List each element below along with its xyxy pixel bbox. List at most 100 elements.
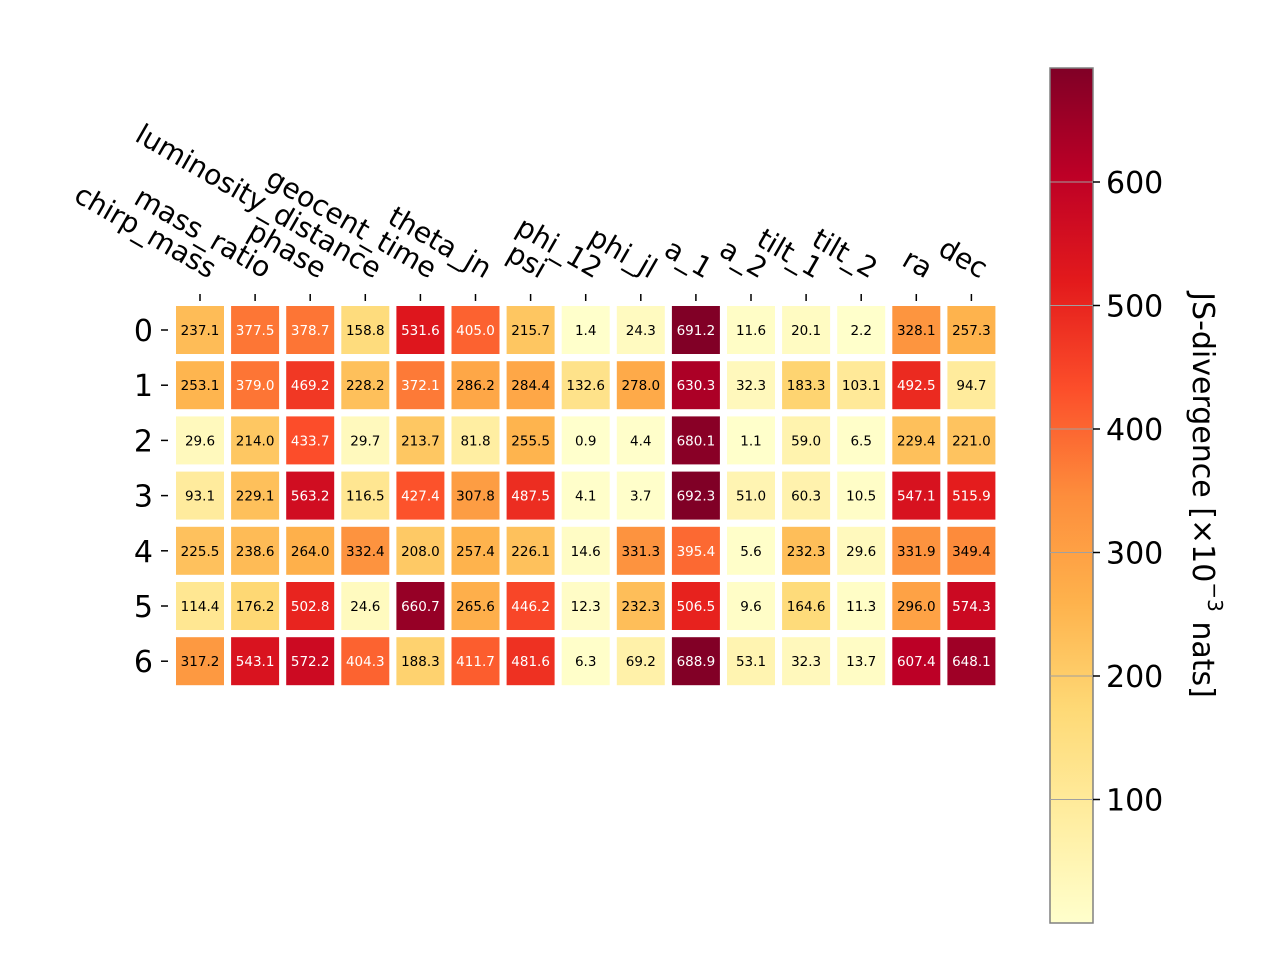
heatmap-cell bbox=[396, 416, 445, 465]
y-tick-label: 3 bbox=[134, 480, 153, 515]
cell-value-label: 660.7 bbox=[401, 599, 440, 615]
heatmap-cell bbox=[837, 637, 886, 686]
cell-value-label: 692.3 bbox=[677, 489, 716, 505]
cell-value-label: 372.1 bbox=[401, 378, 440, 394]
heatmap-cell bbox=[837, 416, 886, 465]
heatmap-cell bbox=[616, 526, 665, 575]
cell-value-label: 158.8 bbox=[346, 323, 385, 339]
cell-value-label: 221.0 bbox=[952, 433, 991, 449]
heatmap-cell bbox=[782, 361, 831, 410]
heatmap-cell bbox=[892, 306, 941, 354]
heatmap-cell bbox=[947, 361, 996, 410]
cell-value-label: 20.1 bbox=[791, 323, 821, 339]
heatmap-cell bbox=[506, 637, 555, 686]
heatmap-cell bbox=[451, 526, 500, 575]
cell-value-label: 229.1 bbox=[236, 489, 275, 505]
cell-value-label: 32.3 bbox=[791, 654, 821, 670]
heatmap-cell bbox=[616, 582, 665, 630]
cell-value-label: 691.2 bbox=[677, 323, 716, 339]
heatmap-cell bbox=[561, 416, 610, 465]
cell-value-label: 563.2 bbox=[291, 489, 330, 505]
cell-value-label: 411.7 bbox=[456, 654, 495, 670]
cell-value-label: 164.6 bbox=[787, 599, 826, 615]
cell-value-label: 69.2 bbox=[626, 654, 656, 670]
cell-value-label: 103.1 bbox=[842, 378, 881, 394]
cell-value-label: 648.1 bbox=[952, 654, 991, 670]
cell-value-label: 284.4 bbox=[511, 378, 550, 394]
cell-value-label: 214.0 bbox=[236, 433, 275, 449]
cell-value-label: 183.3 bbox=[787, 378, 826, 394]
cell-value-label: 60.3 bbox=[791, 489, 821, 505]
heatmap-cell bbox=[947, 306, 996, 354]
colorbar-tick-label: 400 bbox=[1106, 413, 1163, 448]
cell-value-label: 332.4 bbox=[346, 544, 385, 560]
cell-value-label: 607.4 bbox=[897, 654, 936, 670]
x-axis: chirp_massmass_ratiophaseluminosity_dist… bbox=[69, 117, 993, 301]
cell-value-label: 238.6 bbox=[236, 544, 275, 560]
x-tick-label: dec bbox=[933, 231, 993, 285]
heatmap-cell bbox=[616, 471, 665, 520]
cell-value-label: 395.4 bbox=[677, 544, 716, 560]
cell-value-label: 572.2 bbox=[291, 654, 330, 670]
heatmap-cell bbox=[396, 361, 445, 410]
heatmap-cell bbox=[451, 637, 500, 686]
cell-value-label: 574.3 bbox=[952, 599, 991, 615]
heatmap-cell bbox=[671, 361, 720, 410]
heatmap-cell bbox=[671, 526, 720, 575]
cell-value-label: 331.9 bbox=[897, 544, 936, 560]
cell-value-label: 11.3 bbox=[846, 599, 876, 615]
y-tick-label: 0 bbox=[134, 314, 153, 349]
heatmap-cell bbox=[782, 582, 831, 630]
heatmap-cell bbox=[176, 637, 224, 686]
heatmap-cell bbox=[892, 416, 941, 465]
colorbar-tick-label: 600 bbox=[1106, 166, 1163, 201]
heatmap-cell bbox=[506, 361, 555, 410]
heatmap-cell bbox=[947, 637, 996, 686]
heatmap-cell bbox=[947, 416, 996, 465]
colorbar-ticks: 100 200 300 400 500 600 bbox=[1050, 166, 1163, 819]
heatmap-cell bbox=[341, 471, 390, 520]
y-tick-label: 5 bbox=[134, 590, 153, 625]
cell-value-label: 132.6 bbox=[566, 378, 605, 394]
cell-value-label: 24.3 bbox=[626, 323, 656, 339]
heatmap-cell bbox=[341, 306, 390, 354]
cell-value-label: 255.5 bbox=[511, 433, 550, 449]
cell-value-label: 264.0 bbox=[291, 544, 330, 560]
cell-value-label: 265.6 bbox=[456, 599, 495, 615]
cell-value-label: 228.2 bbox=[346, 378, 385, 394]
heatmap-cell bbox=[396, 526, 445, 575]
heatmap-cell bbox=[396, 582, 445, 630]
heatmap-cell bbox=[176, 526, 224, 575]
cell-value-label: 531.6 bbox=[401, 323, 440, 339]
cell-value-label: 331.3 bbox=[621, 544, 660, 560]
heatmap-cell bbox=[286, 526, 335, 575]
heatmap-cell bbox=[506, 526, 555, 575]
heatmap-cell bbox=[231, 582, 280, 630]
cell-value-label: 257.4 bbox=[456, 544, 495, 560]
heatmap-cell bbox=[176, 471, 224, 520]
cell-value-label: 11.6 bbox=[736, 323, 766, 339]
heatmap-cell bbox=[782, 416, 831, 465]
heatmap-cell bbox=[451, 306, 500, 354]
heatmap-cell bbox=[451, 471, 500, 520]
heatmap-cell bbox=[286, 416, 335, 465]
cell-value-label: 12.3 bbox=[571, 599, 601, 615]
cell-value-label: 405.0 bbox=[456, 323, 495, 339]
colorbar-label: JS-divergence [×10−3 nats] bbox=[1186, 290, 1228, 698]
cell-value-label: 213.7 bbox=[401, 433, 440, 449]
heatmap-cell bbox=[671, 416, 720, 465]
heatmap-cell bbox=[451, 582, 500, 630]
heatmap-cell bbox=[782, 306, 831, 354]
colorbar: 100 200 300 400 500 600 JS-divergence [×10−3 … bbox=[1049, 67, 1228, 924]
heatmap-cell bbox=[671, 306, 720, 354]
heatmap-cell bbox=[176, 306, 224, 354]
cell-value-label: 469.2 bbox=[291, 378, 330, 394]
cell-value-label: 378.7 bbox=[291, 323, 330, 339]
cell-value-label: 94.7 bbox=[956, 378, 986, 394]
y-tick-label: 2 bbox=[134, 424, 153, 459]
y-tick-label: 4 bbox=[134, 535, 153, 570]
cell-value-label: 4.4 bbox=[630, 433, 651, 449]
cell-value-label: 680.1 bbox=[677, 433, 716, 449]
cell-value-label: 543.1 bbox=[236, 654, 275, 670]
heatmap-cell bbox=[892, 582, 941, 630]
